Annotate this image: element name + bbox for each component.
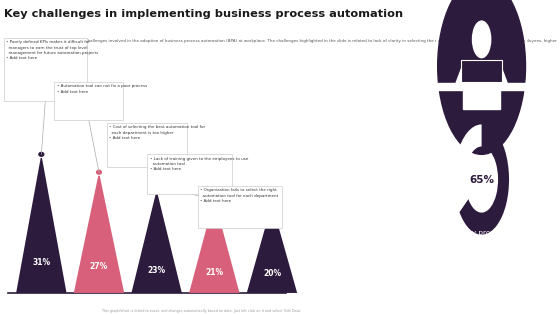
FancyBboxPatch shape [147, 154, 232, 194]
Circle shape [38, 152, 45, 157]
Polygon shape [247, 203, 297, 293]
Circle shape [39, 152, 44, 156]
Circle shape [153, 187, 160, 193]
Text: Key challenges in implementing business process automation: Key challenges in implementing business … [4, 9, 403, 20]
FancyBboxPatch shape [54, 82, 123, 120]
Text: 65%: 65% [469, 175, 494, 185]
Text: Lengthy procedure
involved in testing
the automation: Lengthy procedure involved in testing th… [447, 230, 516, 253]
Polygon shape [74, 172, 124, 293]
Circle shape [95, 169, 102, 175]
Polygon shape [132, 190, 182, 293]
Text: • Automation tool can not fix a poor process
• Add text here: • Automation tool can not fix a poor pro… [57, 84, 147, 94]
Text: The following slide outlines the various challenges involved in the adoption of : The following slide outlines the various… [4, 39, 557, 48]
Circle shape [438, 0, 525, 154]
Text: 23%: 23% [148, 266, 166, 275]
Circle shape [269, 202, 274, 205]
Polygon shape [189, 199, 240, 293]
Text: Add text here
Add text here: Add text here Add text here [457, 284, 506, 299]
Circle shape [268, 201, 276, 206]
Circle shape [96, 170, 101, 174]
Bar [463, 90, 501, 109]
Bar [461, 60, 502, 82]
Text: This graph/chart is linked to excel, and changes automatically based on data. Ju: This graph/chart is linked to excel, and… [101, 309, 302, 313]
Wedge shape [459, 124, 509, 235]
Circle shape [473, 21, 491, 58]
Text: 20%: 20% [263, 269, 281, 278]
Polygon shape [454, 63, 510, 88]
FancyBboxPatch shape [198, 186, 282, 228]
Polygon shape [16, 154, 67, 293]
FancyBboxPatch shape [4, 38, 87, 101]
Circle shape [154, 188, 159, 192]
Text: 21%: 21% [205, 268, 223, 277]
Text: • Organization fails to select the right
  automation tool for each department
•: • Organization fails to select the right… [200, 188, 278, 203]
Text: • Cost of selecting the best automation tool for
  each department is too higher: • Cost of selecting the best automation … [109, 125, 206, 140]
Circle shape [212, 197, 217, 201]
Bar [438, 83, 525, 90]
FancyBboxPatch shape [107, 123, 188, 167]
Text: • Lack of training given to the employees to use
  automation tool
• Add text he: • Lack of training given to the employee… [150, 157, 248, 171]
Wedge shape [454, 124, 482, 212]
Text: • Poorly defined KPIs makes it difficult for
  managers to earn the trust of top: • Poorly defined KPIs makes it difficult… [7, 40, 99, 60]
Text: 27%: 27% [90, 262, 108, 271]
Circle shape [211, 196, 218, 202]
Text: 31%: 31% [32, 258, 50, 267]
